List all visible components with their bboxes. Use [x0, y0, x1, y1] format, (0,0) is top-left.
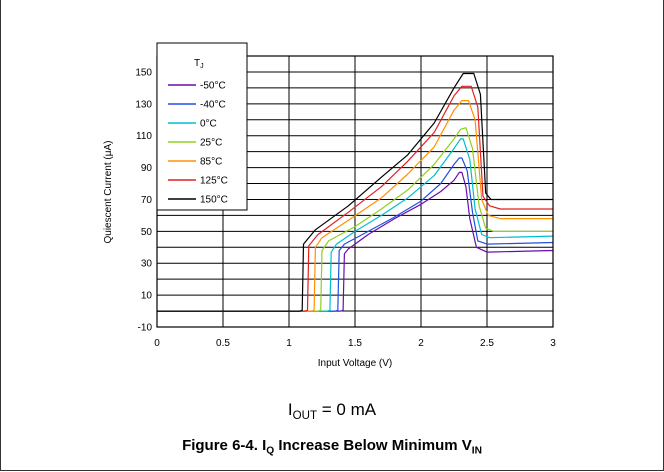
y-tick-label: 90: [141, 163, 153, 174]
y-tick-label: 50: [141, 227, 153, 238]
legend-label: -50°C: [200, 81, 226, 92]
y-tick-label: 30: [141, 259, 153, 270]
x-tick-label: 2.5: [480, 338, 494, 349]
series-line: [157, 138, 554, 312]
y-tick-label: 110: [136, 131, 152, 142]
legend-label: -40°C: [200, 100, 226, 111]
iq-vs-vin-chart: 0 0.5 1 1.5 2 2.5 3 -10 10 30 50 70 90 110 130 150 TJ -…: [103, 42, 556, 369]
x-tick-labels: 0 0.5 1 1.5 2 2.5 3: [154, 338, 556, 349]
legend: TJ -50°C -40°C 0°C 25°C 85°C 125°C 150°C: [156, 42, 248, 211]
figure-caption: Figure 6-4. IQ Increase Below Minimum VI…: [0, 437, 664, 457]
caption-mid: Increase Below Minimum V: [274, 437, 472, 454]
x-axis-label: Input Voltage (V): [318, 358, 393, 369]
caption-sub-q: Q: [266, 445, 275, 457]
y-tick-label: 10: [141, 291, 153, 302]
y-tick-label: 130: [135, 99, 152, 110]
caption-prefix: Figure 6-4. I: [182, 437, 267, 454]
series-line: [157, 85, 553, 312]
series-line: [157, 72, 553, 312]
y-axis-label: Quiescent Current (μA): [103, 140, 114, 243]
conditions-sub: OUT: [292, 410, 318, 423]
conditions-var: I: [287, 400, 293, 419]
conditions-rest: = 0 mA: [317, 400, 377, 419]
series-lines: [157, 72, 554, 312]
x-tick-label: 2: [418, 338, 424, 349]
x-tick-label: 1: [286, 338, 292, 349]
series-line: [157, 127, 553, 312]
x-tick-label: 1.5: [348, 338, 362, 349]
y-tick-label: 150: [135, 67, 152, 78]
y-tick-label: 70: [141, 195, 153, 206]
legend-label: 25°C: [200, 138, 222, 149]
y-tick-labels: -10 10 30 50 70 90 110 130 150: [135, 67, 152, 333]
series-line: [157, 157, 554, 312]
test-conditions: IOUT = 0 mA: [0, 400, 664, 422]
x-tick-label: 0.5: [216, 338, 230, 349]
legend-label: 0°C: [200, 119, 217, 130]
x-tick-label: 0: [154, 338, 160, 349]
y-tick-label: -10: [138, 323, 153, 334]
x-tick-label: 3: [550, 338, 556, 349]
legend-title: TJ: [194, 58, 204, 70]
legend-label: 125°C: [200, 176, 228, 187]
series-line: [157, 100, 553, 312]
legend-label: 85°C: [200, 157, 222, 168]
series-line: [157, 171, 554, 312]
legend-label: 150°C: [200, 195, 228, 206]
caption-sub-in: IN: [471, 445, 482, 457]
legend-box: [156, 42, 248, 211]
